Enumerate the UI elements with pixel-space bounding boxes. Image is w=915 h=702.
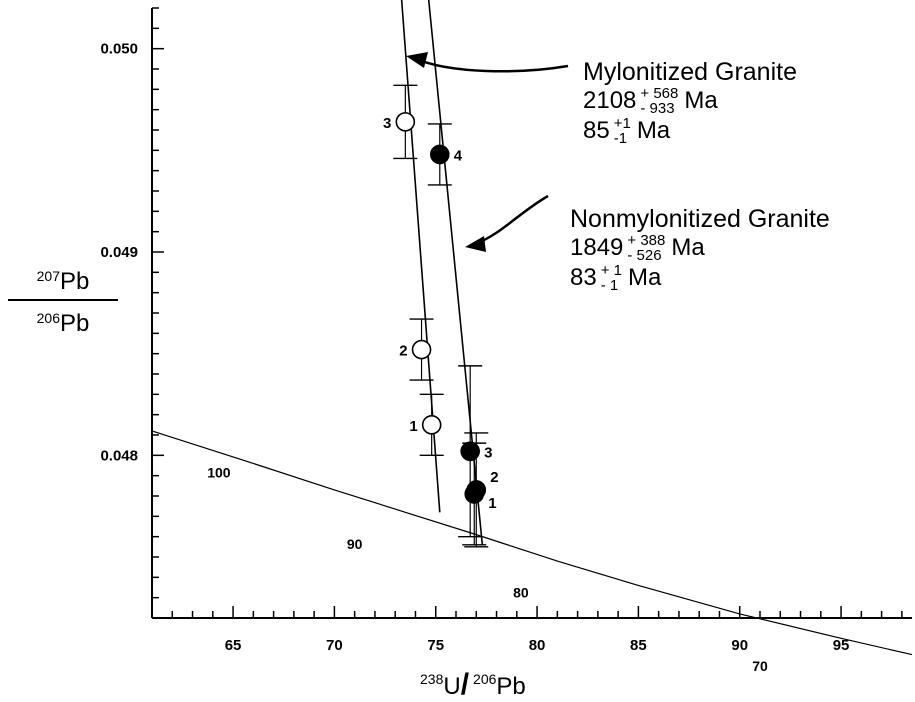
point-label: 4 xyxy=(454,147,463,164)
nonmylonitized-age1-error: + 388 - 526 xyxy=(627,233,665,263)
y-label-fraction-bar xyxy=(8,299,118,301)
concordia-line xyxy=(151,430,913,656)
point-label: 2 xyxy=(490,469,498,486)
x-tick-label: 90 xyxy=(731,637,748,654)
x-tick-label: 70 xyxy=(326,637,343,654)
mylonitized-age2: 85 +1 -1 Ma xyxy=(583,116,797,146)
open-point xyxy=(411,339,432,360)
y-label-den: Pb xyxy=(60,310,90,337)
mylonitized-age2-unit: Ma xyxy=(636,117,671,144)
tick-labels: 65 70 75 80 85 90 95 0.048 0.049 0.050 xyxy=(100,41,849,654)
mylonitized-annotation: Mylonitized Granite 2108 + 568 - 933 Ma … xyxy=(583,58,797,146)
x-tick-label: 65 xyxy=(225,637,242,654)
x-label-slash: / xyxy=(460,668,470,701)
point-label: 3 xyxy=(383,115,391,132)
discordia-line-mylonitized xyxy=(400,0,441,513)
x-label-sup1: 238 xyxy=(420,671,444,687)
nonmylonitized-age1-unit: Ma xyxy=(671,234,705,261)
x-label-pb: Pb xyxy=(496,673,526,700)
y-tick-label: 0.050 xyxy=(100,41,138,58)
nonmylonitized-age1-minus: - 526 xyxy=(627,247,662,264)
y-tick-label: 0.049 xyxy=(100,244,138,261)
point-label: 3 xyxy=(484,444,492,461)
mylonitized-age2-error: +1 -1 xyxy=(614,116,631,146)
nonmylonitized-age2: 83 + 1 - 1 Ma xyxy=(570,263,830,293)
point-label: 1 xyxy=(488,495,496,512)
y-tick-label: 0.048 xyxy=(100,447,138,464)
concordia-age-label: 100 xyxy=(207,465,231,481)
concordia-curve: 100 90 80 70 xyxy=(151,430,913,674)
y-label-num: Pb xyxy=(60,268,90,295)
nonmylonitized-age1: 1849 + 388 - 526 Ma xyxy=(570,233,830,263)
x-label-u: U xyxy=(443,673,461,700)
mylonitized-age1-error: + 568 - 933 xyxy=(640,86,678,116)
x-tick-label: 85 xyxy=(630,637,647,654)
y-label-num-sup: 207 xyxy=(36,268,60,284)
mylonitized-age1: 2108 + 568 - 933 Ma xyxy=(583,86,797,116)
nonmylonitized-age2-plus: + 1 xyxy=(600,262,622,279)
discordia-lines xyxy=(400,0,484,545)
mylonitized-age1-minus: - 933 xyxy=(640,100,675,117)
x-tick-label: 95 xyxy=(833,637,850,654)
mylonitized-age2-value: 85 xyxy=(583,117,610,144)
nonmylonitized-arrow xyxy=(474,194,549,246)
discordia-line-nonmylonitized xyxy=(427,0,484,545)
nonmylonitized-age2-error: + 1 - 1 xyxy=(601,263,622,293)
nonmylonitized-age2-value: 83 xyxy=(570,264,597,291)
x-tick-label: 75 xyxy=(427,637,444,654)
point-label: 2 xyxy=(399,343,407,360)
x-label-sup2: 206 xyxy=(473,671,497,687)
mylonitized-age1-value: 2108 xyxy=(583,87,637,114)
nonmylonitized-annotation: Nonmylonitized Granite 1849 + 388 - 526 … xyxy=(570,205,830,293)
mylonitized-age1-plus: + 568 xyxy=(640,85,679,102)
data-points: 3 2 1 4 3 2 1 xyxy=(383,84,499,548)
nonmylonitized-age1-value: 1849 xyxy=(570,234,624,261)
mylonitized-age2-minus: -1 xyxy=(613,130,628,147)
mylonitized-age2-plus: +1 xyxy=(613,115,631,132)
annotation-arrows xyxy=(406,52,569,252)
mylonitized-title: Mylonitized Granite xyxy=(583,58,797,86)
concordia-age-label: 90 xyxy=(347,536,363,552)
y-label-den-sup: 206 xyxy=(36,310,60,326)
nonmylonitized-age1-plus: + 388 xyxy=(627,232,666,249)
nonmylonitized-arrowhead xyxy=(465,236,486,252)
tick-marks xyxy=(151,7,903,619)
nonmylonitized-title: Nonmylonitized Granite xyxy=(570,205,830,233)
nonmylonitized-age2-unit: Ma xyxy=(627,264,662,291)
axes xyxy=(151,8,912,619)
x-tick-label: 80 xyxy=(529,637,546,654)
nonmylonitized-age2-minus: - 1 xyxy=(600,277,619,294)
concordia-age-label: 70 xyxy=(752,658,768,674)
mylonitized-arrow xyxy=(413,56,569,73)
concordia-age-label: 80 xyxy=(513,585,529,601)
point-label: 1 xyxy=(409,418,417,435)
x-axis-label: 238U/206Pb xyxy=(420,664,526,702)
filled-point xyxy=(464,484,485,504)
y-axis-label: 207Pb 206Pb xyxy=(8,262,118,338)
open-point xyxy=(421,415,442,435)
filled-point xyxy=(429,144,450,165)
mylonitized-age1-unit: Ma xyxy=(684,87,718,114)
mylonitized-arrowhead xyxy=(406,52,428,68)
open-point xyxy=(395,112,416,132)
